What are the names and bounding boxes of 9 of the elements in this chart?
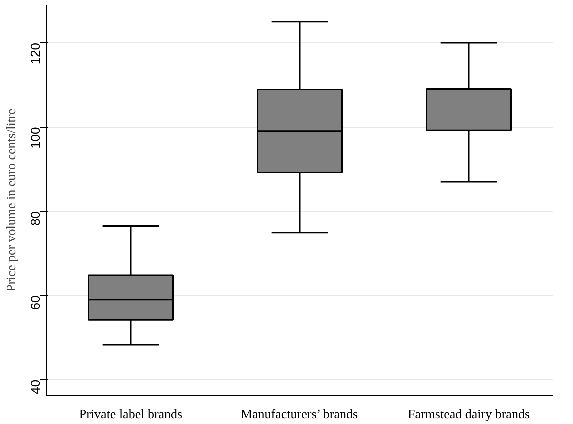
x-tick-label: Manufacturers’ brands — [240, 406, 358, 422]
y-tick-label: 100 — [28, 127, 43, 149]
y-tick-label: 120 — [28, 42, 43, 65]
x-tick-label: Farmstead dairy brands — [408, 406, 530, 422]
y-tick-label: 60 — [28, 296, 43, 310]
x-tick-label: Private label brands — [79, 406, 183, 422]
y-tick-label: 80 — [28, 211, 43, 226]
y-tick-label: 40 — [28, 380, 43, 394]
y-axis-title: Price per volume in euro cents/litre — [4, 108, 18, 292]
